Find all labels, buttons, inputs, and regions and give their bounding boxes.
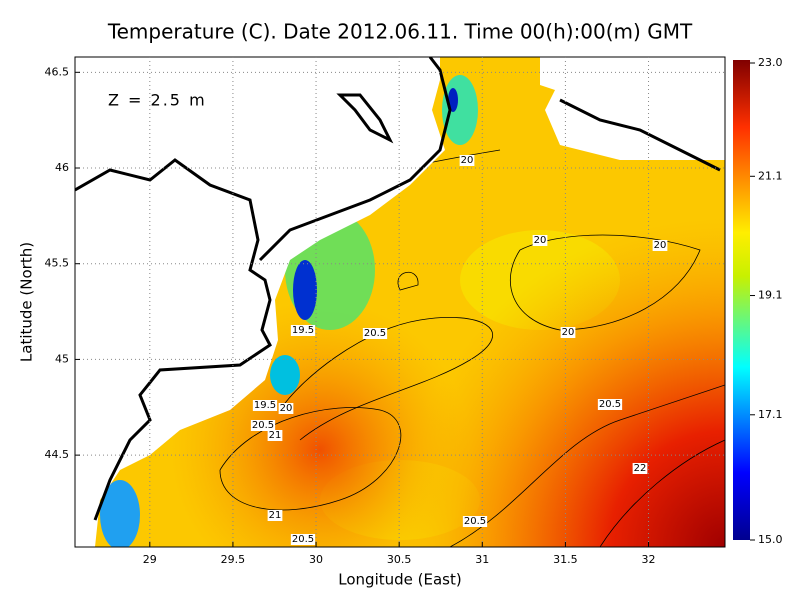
y-tick-label: 44.5 <box>45 448 70 461</box>
colorbar-tick-label: 19.1 <box>758 289 783 302</box>
contour-label: 20 <box>461 155 474 166</box>
contour-label-bg <box>560 327 576 338</box>
contour-label-bg <box>267 510 283 521</box>
contour-label: 22 <box>634 463 647 474</box>
contour-label: 20.5 <box>599 399 621 410</box>
colorbar-tick-label: 15.0 <box>758 533 783 546</box>
contour-label-bg <box>362 328 388 339</box>
contour-label: 19.5 <box>254 400 276 411</box>
contour-label: 20 <box>562 327 575 338</box>
contour-label: 20 <box>534 235 547 246</box>
plot-frame <box>74 56 726 548</box>
contour-label: 19.5 <box>292 325 314 336</box>
contour-label-bg <box>278 403 294 414</box>
contour-label: 20.5 <box>364 328 386 339</box>
x-tick-label: 31 <box>475 553 489 566</box>
colorbar <box>733 60 750 540</box>
x-tick-label: 32 <box>642 553 656 566</box>
contour-label-bg <box>597 399 623 410</box>
x-tick-label: 31.5 <box>553 553 578 566</box>
y-tick-label: 46 <box>55 161 69 174</box>
depth-annotation: Z = 2.5 m <box>108 91 207 110</box>
colorbar-tick-label: 21.1 <box>758 169 783 182</box>
contour-label: 20.5 <box>292 534 314 545</box>
field <box>75 57 725 547</box>
contour-label: 21 <box>269 510 282 521</box>
x-axis-label: Longitude (East) <box>338 571 461 589</box>
contour-label-bg <box>532 235 548 246</box>
contour-label-bg <box>459 155 475 166</box>
contour-label-bg <box>250 420 276 431</box>
x-tick-label: 30.5 <box>387 553 412 566</box>
contour-label-bg <box>267 430 283 441</box>
contour-label-bg <box>252 400 278 411</box>
contour-label: 20.5 <box>252 420 274 431</box>
x-tick-label: 30 <box>309 553 323 566</box>
contour-label-bg <box>462 516 488 527</box>
contour-label: 20 <box>280 403 293 414</box>
x-tick-label: 29 <box>143 553 157 566</box>
y-tick-label: 45 <box>55 352 69 365</box>
contour-label-bg <box>290 534 316 545</box>
y-tick-label: 46.5 <box>45 65 70 78</box>
colorbar-tick-label: 17.1 <box>758 408 783 421</box>
y-axis-label: Latitude (North) <box>18 242 36 362</box>
contour-label-bg <box>652 240 668 251</box>
colorbar-tick-label: 23.0 <box>758 56 783 69</box>
x-tick-label: 29.5 <box>221 553 246 566</box>
contour-label: 20 <box>654 240 667 251</box>
chart-title: Temperature (C). Date 2012.06.11. Time 0… <box>107 20 693 44</box>
y-tick-label: 45.5 <box>45 257 70 270</box>
contour-label: 20.5 <box>464 516 486 527</box>
contour-label: 21 <box>269 430 282 441</box>
contour-label-bg <box>290 325 316 336</box>
contour-label-bg <box>632 463 648 474</box>
